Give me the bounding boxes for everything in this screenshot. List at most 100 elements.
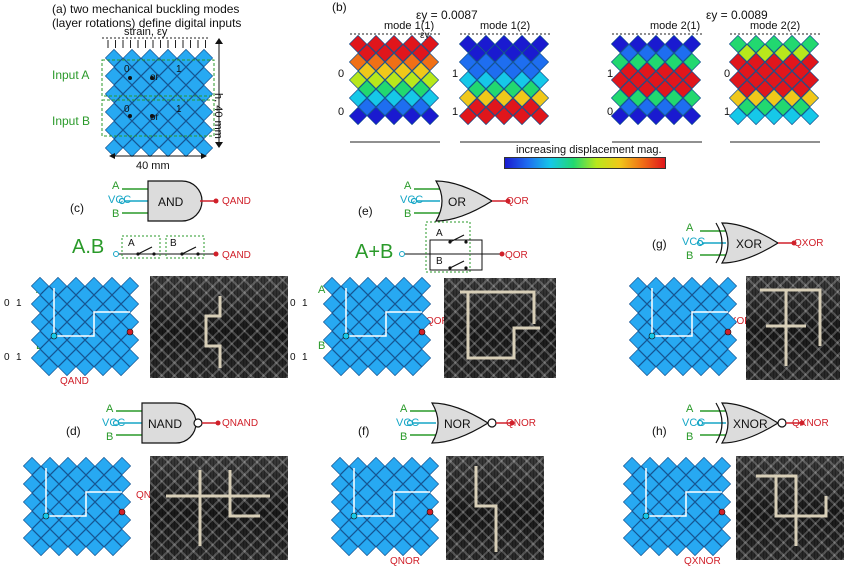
lattice-cell — [185, 75, 205, 95]
xnor-b: B — [686, 431, 694, 443]
lattice-cell — [691, 285, 711, 305]
lattice-cell — [628, 106, 648, 126]
lattice-cell — [194, 84, 214, 104]
lattice-cell — [628, 276, 648, 296]
a-zero-top: 0 — [124, 64, 130, 75]
lattice-cell — [393, 465, 413, 485]
lattice-cell — [411, 519, 431, 539]
or-a: A — [404, 180, 412, 192]
lattice-cell — [348, 52, 368, 72]
output-node — [126, 328, 134, 336]
mode-2-1: mode 2(1) — [650, 20, 701, 32]
panel-f-label: (f) — [358, 424, 370, 438]
lattice-cell — [628, 294, 648, 314]
lattice-cell — [646, 52, 666, 72]
xor-b: B — [686, 250, 694, 262]
lattice-cell — [66, 276, 86, 296]
lattice-cell — [22, 456, 42, 476]
lattice-cell — [512, 88, 532, 108]
lattice-cell — [104, 48, 124, 68]
lattice-cell — [682, 34, 702, 54]
xnor-gate-body — [720, 402, 780, 444]
lattice-cell — [402, 70, 422, 90]
lattice-cell — [485, 79, 505, 99]
lattice-dot — [128, 114, 132, 118]
lattice-cell — [358, 276, 378, 296]
lattice-cell — [122, 102, 142, 122]
lattice-cell — [75, 285, 95, 305]
input-b-box — [101, 99, 215, 137]
lattice-cell — [791, 43, 811, 63]
lattice-cell — [393, 79, 413, 99]
lattice-cell — [122, 66, 142, 86]
lattice-cell — [773, 43, 793, 63]
panel-a-title-line2: (layer rotations) define digital inputs — [52, 16, 242, 30]
lattice-cell — [521, 43, 541, 63]
lattice-cell — [737, 43, 757, 63]
lattice-cell — [411, 465, 431, 485]
lattice-cell — [176, 84, 196, 104]
c-state-1a: 1 — [16, 298, 22, 309]
photo-nor — [446, 456, 544, 560]
lattice-cell — [385, 339, 405, 359]
lattice-cell — [30, 294, 50, 314]
lattice-cell — [103, 501, 123, 521]
lattice-cell — [194, 66, 214, 86]
lattice-cell — [700, 348, 720, 368]
lattice-cell — [185, 111, 205, 131]
nand-a: A — [106, 403, 114, 415]
lattice-cell — [718, 330, 738, 350]
lattice-cell — [357, 97, 377, 117]
lattice-cell — [467, 61, 487, 81]
lattice-cell — [366, 456, 386, 476]
c-state-1b: 1 — [16, 352, 22, 363]
grid-q-nor: QNOR — [390, 556, 420, 567]
lattice-cell — [384, 106, 404, 126]
xor-name: XOR — [736, 237, 763, 251]
lattice-cell — [348, 106, 368, 126]
and-b: B — [112, 208, 120, 220]
lattice-cell — [667, 537, 687, 557]
panel-h-label: (h) — [652, 424, 667, 438]
lattice-cell — [357, 483, 377, 503]
lattice-cell — [112, 510, 132, 530]
lattice-cell — [102, 312, 122, 332]
lattice-cell — [673, 303, 693, 323]
lattice-cell — [357, 537, 377, 557]
lattice-cell — [728, 52, 748, 72]
lattice-cell — [366, 492, 386, 512]
xnor-name: XNOR — [733, 417, 768, 431]
lattice-cell — [691, 357, 711, 377]
lattice-cell — [673, 339, 693, 359]
colorbar-label: increasing displacement mag. — [516, 144, 662, 156]
lattice-or — [322, 276, 432, 377]
nor-gate-body — [430, 402, 490, 444]
lattice-cell — [366, 70, 386, 90]
and-logic-out: QAND — [222, 250, 251, 261]
lattice-cell — [646, 34, 666, 54]
lattice-cell — [30, 312, 50, 332]
lattice-cell — [637, 61, 657, 81]
panel-a-title: (a) two mechanical buckling modes — [52, 2, 239, 16]
lattice-cell — [755, 97, 775, 117]
nor-vcc: VCC — [396, 417, 420, 429]
lattice-cell — [384, 70, 404, 90]
lattice-cell — [746, 106, 766, 126]
lattice-cell — [746, 52, 766, 72]
lattice-cell — [420, 34, 440, 54]
nand-out: QNAND — [222, 418, 259, 429]
lattice-cell — [622, 528, 642, 548]
lattice-cell — [746, 70, 766, 90]
lattice-cell — [402, 106, 422, 126]
lattice-cell — [113, 129, 133, 149]
lattice-cell — [122, 120, 142, 140]
a-one-bot: 1 — [176, 104, 182, 115]
panel-b-sims — [348, 33, 820, 143]
lattice-cell — [348, 528, 368, 548]
lattice-cell — [737, 97, 757, 117]
lattice-cell — [622, 474, 642, 494]
lattice-cell — [728, 34, 748, 54]
and-name: AND — [158, 195, 184, 209]
or-b: B — [404, 208, 412, 220]
lattice-xnor — [622, 456, 732, 557]
